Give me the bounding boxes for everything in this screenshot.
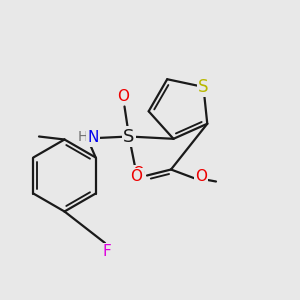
Text: O: O <box>130 169 142 184</box>
Text: S: S <box>123 128 135 146</box>
Text: O: O <box>133 167 145 182</box>
Text: N: N <box>87 130 99 146</box>
Text: F: F <box>102 244 111 260</box>
Text: S: S <box>198 78 209 96</box>
Text: O: O <box>195 169 207 184</box>
Text: H: H <box>77 130 88 144</box>
Text: O: O <box>118 89 130 104</box>
